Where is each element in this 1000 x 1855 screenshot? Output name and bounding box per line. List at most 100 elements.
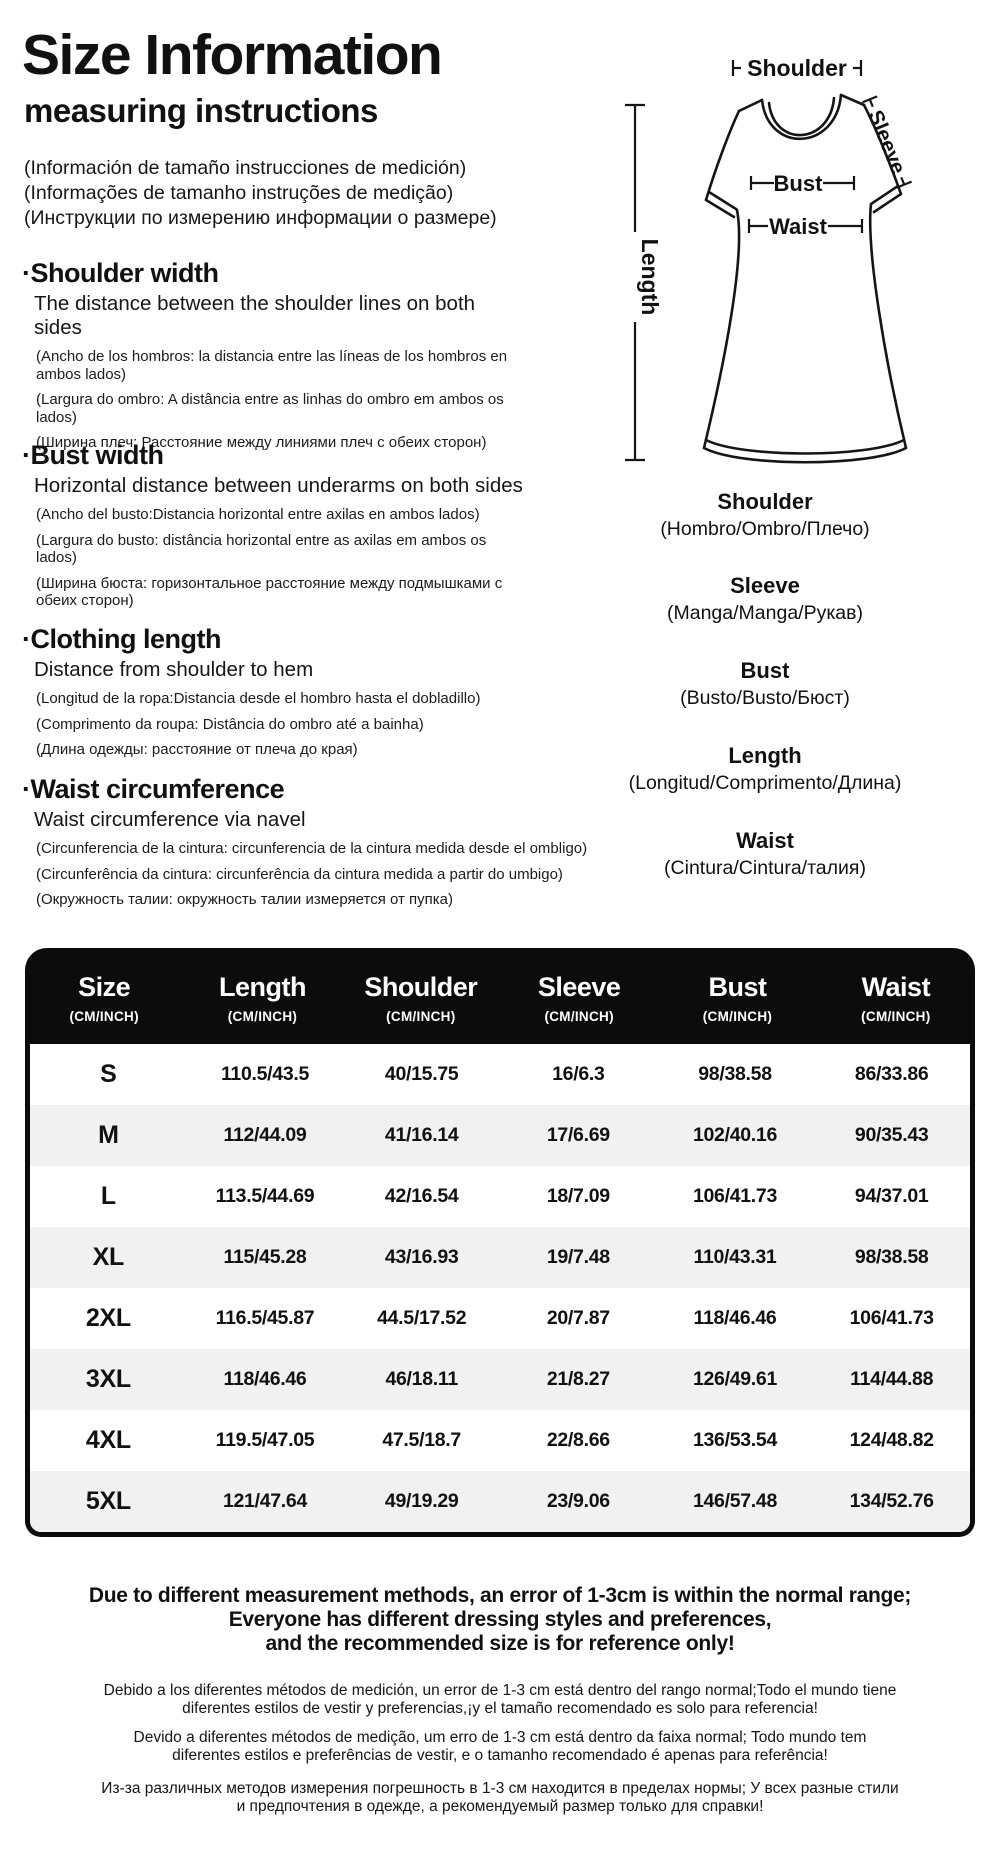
section-clothing-length: ·Clothing length Distance from shoulder …	[22, 624, 642, 759]
legend-translation: (Hombro/Ombro/Плечо)	[660, 518, 870, 540]
legend-translation: (Longitud/Comprimento/Длина)	[628, 772, 902, 794]
cell-shoulder: 42/16.54	[384, 1185, 459, 1207]
column-unit: (CM/INCH)	[69, 1009, 139, 1024]
column-header-waist: Waist (CM/INCH)	[817, 968, 975, 1024]
cell-size: S	[100, 1060, 117, 1088]
section-note-es: (Ancho de los hombros: la distancia entr…	[36, 348, 508, 383]
section-title: ·Bust width	[22, 440, 164, 470]
dress-left-cuff-inner	[707, 190, 738, 211]
section-title: ·Shoulder width	[22, 258, 219, 288]
section-note-es: (Circunferencia de la cintura: circunfer…	[36, 840, 588, 857]
diagram-waist-label: Waist	[769, 214, 828, 239]
cell-sleeve: 17/6.69	[546, 1124, 610, 1146]
title-translation-ru: (Инструкции по измерению информации о ра…	[24, 207, 497, 229]
cell-shoulder: 44.5/17.52	[377, 1307, 467, 1329]
dress-left-shoulder	[737, 98, 764, 113]
section-waist-circumference: ·Waist circumference Waist circumference…	[22, 774, 642, 909]
cell-bust: 98/38.58	[698, 1063, 772, 1085]
cell-bust: 102/40.16	[692, 1124, 778, 1146]
column-header-sleeve: Sleeve (CM/INCH)	[500, 968, 658, 1024]
cell-shoulder: 41/16.14	[384, 1124, 459, 1146]
column-label: Shoulder	[364, 972, 478, 1002]
section-note-pt: (Largura do busto: distância horizontal …	[36, 531, 487, 567]
cell-shoulder: 46/18.11	[385, 1368, 458, 1390]
table-row-4xl: 4XL 119.5/47.05 47.5/18.7 22/8.66 136/53…	[30, 1410, 970, 1471]
column-label: Length	[219, 972, 306, 1002]
dress-neckline-inner	[767, 96, 836, 137]
dress-neckline-outer	[760, 93, 843, 141]
table-row-2xl: 2XL 116.5/45.87 44.5/17.52 20/7.87 118/4…	[30, 1288, 970, 1349]
footer-note-line: Debido a los diferentes métodos de medic…	[103, 1682, 897, 1699]
table-row-m: M 112/44.09 41/16.14 17/6.69 102/40.16 9…	[30, 1105, 970, 1166]
cell-length: 119.5/47.05	[215, 1429, 315, 1451]
footer-note-line: diferentes estilos e preferências de ves…	[172, 1746, 828, 1764]
cell-waist: 114/44.88	[850, 1368, 934, 1390]
cell-shoulder: 49/19.29	[384, 1490, 459, 1512]
column-label: Size	[78, 972, 131, 1002]
cell-waist: 124/48.82	[849, 1429, 934, 1451]
size-table-header: Size (CM/INCH) Length (CM/INCH) Shoulder…	[25, 948, 975, 1044]
legend-bust: Bust (Busto/Busto/Бюст)	[530, 658, 1000, 710]
column-label: Bust	[708, 972, 767, 1002]
footer-disclaimer-en: Due to different measurement methods, an…	[0, 1584, 1000, 1656]
legend-name: Waist	[736, 828, 794, 853]
dress-left-sleeve	[704, 109, 741, 202]
section-note-pt: (Largura do ombro: A distância entre as …	[36, 391, 504, 426]
dress-left-side	[702, 208, 741, 450]
section-bust-width: ·Bust width Horizontal distance between …	[22, 440, 527, 610]
legend-waist: Waist (Cintura/Cintura/талия)	[530, 828, 1000, 880]
dress-right-side	[868, 202, 908, 450]
section-shoulder-width: ·Shoulder width The distance between the…	[22, 258, 527, 452]
section-note-pt: (Comprimento da roupa: Distância do ombr…	[36, 715, 424, 733]
column-unit: (CM/INCH)	[544, 1009, 614, 1024]
cell-size: 2XL	[85, 1304, 131, 1332]
legend-name: Shoulder	[717, 489, 813, 514]
footer-disclaimer-pt: Devido a diferentes métodos de medição, …	[0, 1729, 1000, 1764]
legend-name: Length	[728, 743, 802, 768]
shoulder-measure-line: Shoulder	[731, 55, 863, 81]
section-note-es: (Ancho del busto:Distancia horizontal en…	[36, 506, 480, 523]
table-row-s: S 110.5/43.5 40/15.75 16/6.3 98/38.58 86…	[30, 1044, 970, 1105]
cell-size: 3XL	[85, 1365, 131, 1393]
section-description: Distance from shoulder to hem	[34, 658, 314, 681]
cell-length: 112/44.09	[223, 1124, 307, 1146]
dress-hem-inner	[704, 438, 906, 455]
cell-size: L	[100, 1182, 116, 1210]
section-description: Horizontal distance between underarms on…	[34, 474, 523, 497]
legend-translation: (Busto/Busto/Бюст)	[680, 687, 850, 709]
diagram-sleeve-label: Sleeve	[863, 107, 909, 177]
legend-length: Length (Longitud/Comprimento/Длина)	[530, 743, 1000, 795]
cell-bust: 118/46.46	[693, 1307, 777, 1329]
column-label: Sleeve	[537, 972, 621, 1002]
table-row-3xl: 3XL 118/46.46 46/18.11 21/8.27 126/49.61…	[30, 1349, 970, 1410]
cell-waist: 94/37.01	[854, 1185, 929, 1207]
dress-left-cuff-outer	[704, 198, 736, 219]
section-note-ru: (Ширина бюста: горизонтальное расстояние…	[36, 574, 503, 610]
waist-measure-line	[747, 219, 864, 233]
footer-disclaimer-es: Debido a los diferentes métodos de medic…	[0, 1682, 1000, 1717]
footer-line: Everyone has different dressing styles a…	[228, 1608, 772, 1631]
title-translation-es: (Información de tamaño instrucciones de …	[24, 157, 467, 179]
page-title: Size Information	[22, 23, 443, 87]
cell-bust: 126/49.61	[692, 1368, 778, 1390]
section-description: The distance between the shoulder lines …	[34, 292, 476, 339]
dress-right-shoulder	[839, 93, 866, 107]
cell-sleeve: 20/7.87	[546, 1307, 610, 1329]
column-header-size: Size (CM/INCH)	[25, 968, 183, 1024]
dress-right-cuff-inner	[869, 184, 900, 206]
cell-length: 118/46.46	[223, 1368, 307, 1390]
cell-waist: 106/41.73	[849, 1307, 934, 1329]
cell-length: 116.5/45.87	[215, 1307, 315, 1329]
legend-name: Bust	[740, 658, 790, 683]
table-row-l: L 113.5/44.69 42/16.54 18/7.09 106/41.73…	[30, 1166, 970, 1227]
column-unit: (CM/INCH)	[702, 1009, 773, 1024]
title-translation-pt: (Informações de tamanho instruções de me…	[24, 182, 454, 204]
cell-size: M	[98, 1121, 119, 1149]
section-note-ru: (Длина одежды: расстояние от плеча до кр…	[36, 741, 358, 758]
dress-hem-outer	[702, 446, 908, 464]
footer-note-line: и предпочтения в одежде, а рекомендуемый…	[236, 1797, 764, 1815]
legend-sleeve: Sleeve (Manga/Manga/Рукав)	[530, 573, 1000, 625]
cell-length: 115/45.28	[223, 1246, 307, 1268]
column-header-length: Length (CM/INCH)	[183, 968, 341, 1024]
dress-measurement-diagram: Bust Waist Shoulder Sleeve Length	[625, 55, 913, 464]
